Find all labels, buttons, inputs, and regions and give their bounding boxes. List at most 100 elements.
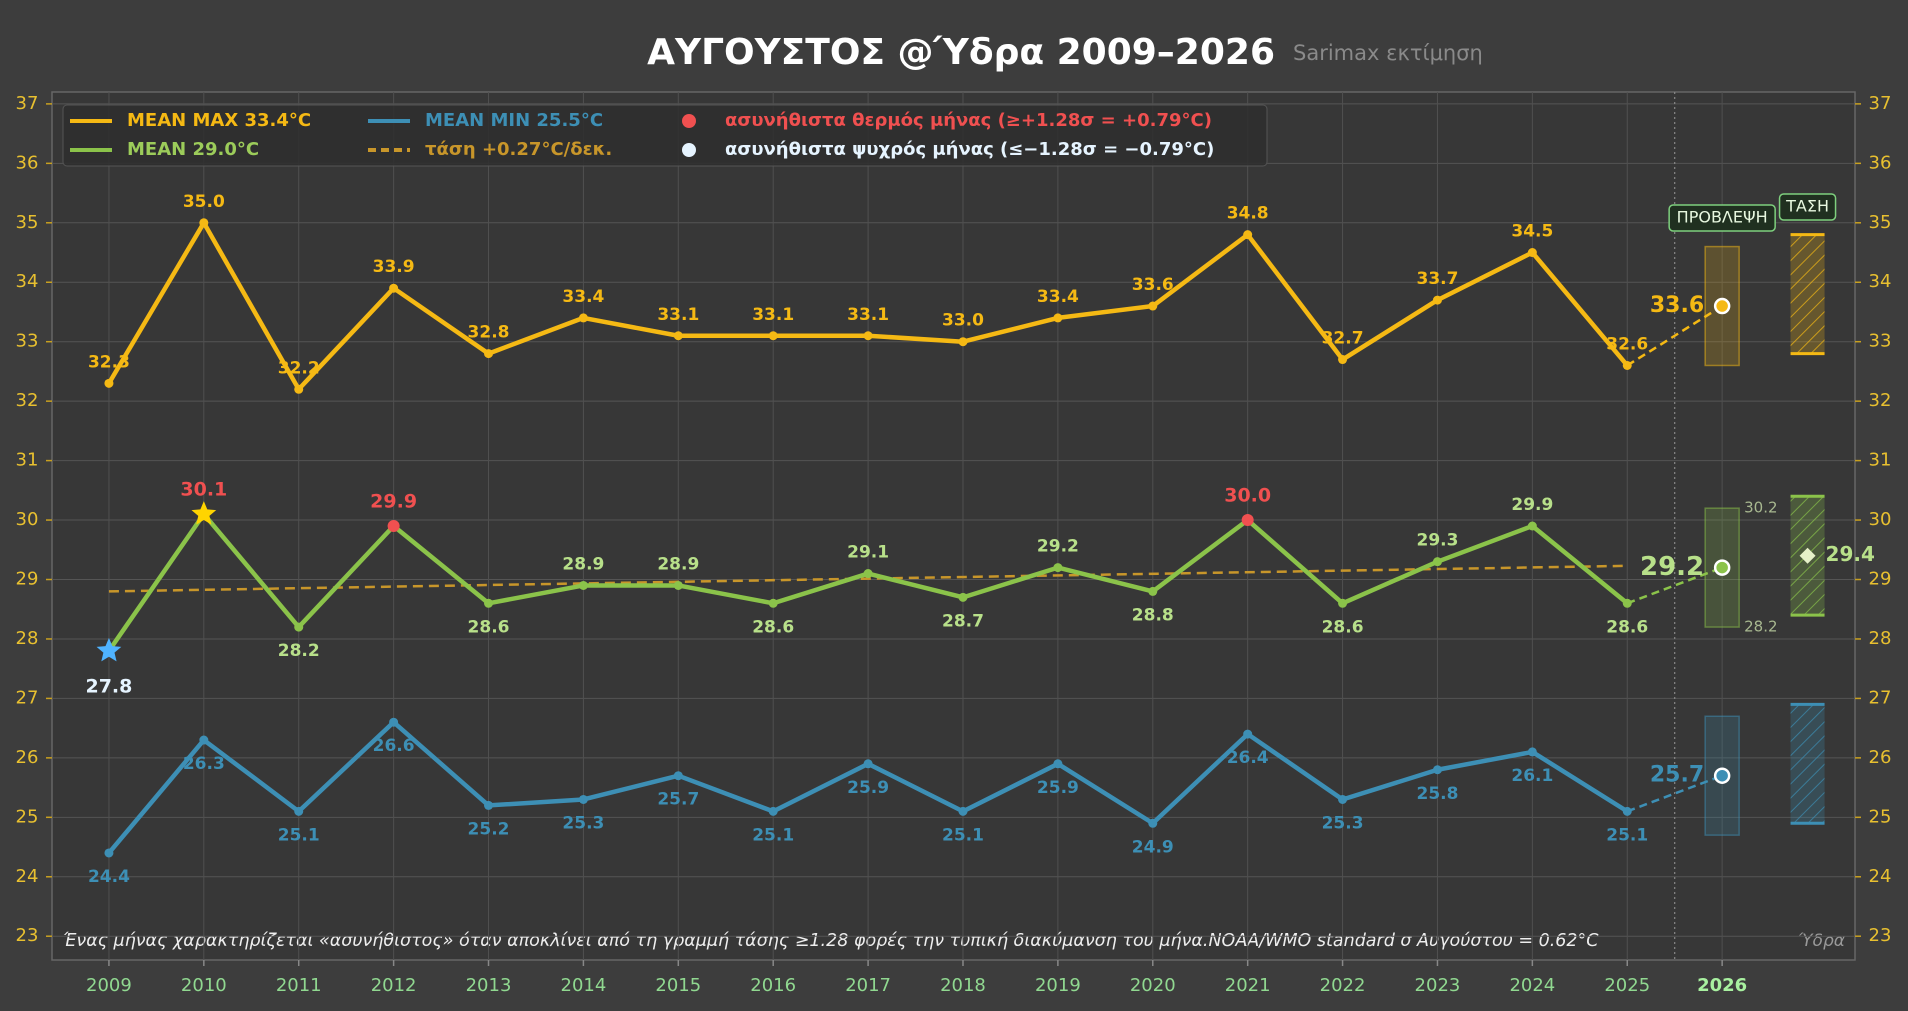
legend-swatch xyxy=(682,143,696,157)
legend-label: MEAN MIN 25.5°C xyxy=(425,110,603,131)
value-label: 28.9 xyxy=(657,554,699,574)
data-point xyxy=(1338,794,1348,804)
range-label: 30.2 xyxy=(1744,499,1777,517)
trend-marker xyxy=(1799,547,1816,564)
x-tick-label: 2013 xyxy=(466,975,512,996)
y-tick-label: 35 xyxy=(16,212,39,233)
trend-interval xyxy=(1790,234,1825,354)
y-tick-label: 24 xyxy=(16,866,39,887)
data-point xyxy=(1053,759,1063,769)
data-point xyxy=(768,598,778,608)
data-point xyxy=(673,771,683,781)
y2-tick-label: 36 xyxy=(1869,152,1892,173)
forecast-point xyxy=(1713,767,1731,784)
data-point xyxy=(768,331,778,341)
value-label: 29.9 xyxy=(1511,495,1553,515)
y-tick-label: 27 xyxy=(16,687,39,708)
data-point xyxy=(768,806,778,816)
data-point xyxy=(484,349,494,359)
value-label: 33.0 xyxy=(942,311,984,331)
value-label: 29.3 xyxy=(1416,531,1458,551)
x-tick-label: 2026 xyxy=(1697,975,1747,996)
data-point xyxy=(484,800,494,810)
value-label: 25.3 xyxy=(1322,813,1364,833)
data-point xyxy=(958,337,968,347)
data-point xyxy=(863,331,873,341)
data-point xyxy=(1148,586,1158,596)
value-label: 34.8 xyxy=(1227,204,1269,224)
trend-tag: ΤΑΣΗ xyxy=(1785,197,1829,216)
value-label: 25.1 xyxy=(1606,825,1648,845)
data-point xyxy=(484,598,494,608)
data-point xyxy=(863,569,873,579)
anomaly-label: 30.0 xyxy=(1224,485,1271,507)
y-tick-label: 28 xyxy=(16,628,39,649)
x-tick-label: 2024 xyxy=(1509,975,1555,996)
data-point xyxy=(673,331,683,341)
y-tick-label: 36 xyxy=(16,152,39,173)
forecast-connector xyxy=(1626,304,1723,367)
y2-tick-label: 28 xyxy=(1869,628,1892,649)
trend-value-label: 29.4 xyxy=(1826,542,1875,566)
data-point xyxy=(1622,598,1632,608)
data-point xyxy=(1527,747,1537,757)
legend-box xyxy=(62,104,1268,167)
data-point xyxy=(294,384,304,394)
data-point xyxy=(1432,295,1442,305)
x-tick-label: 2019 xyxy=(1035,975,1081,996)
y-tick-label: 30 xyxy=(16,509,39,530)
value-label: 28.6 xyxy=(1322,617,1364,637)
data-point xyxy=(199,218,209,228)
data-point xyxy=(104,848,114,858)
anomaly-star xyxy=(191,501,217,525)
y-tick-label: 25 xyxy=(16,806,39,827)
value-label: 25.1 xyxy=(942,825,984,845)
range-label: 28.2 xyxy=(1744,618,1777,636)
trend-tag-box xyxy=(1778,193,1837,221)
x-tick-label: 2011 xyxy=(276,975,322,996)
value-label: 33.6 xyxy=(1132,275,1174,295)
value-label: 28.6 xyxy=(468,617,510,637)
value-label: 24.9 xyxy=(1132,837,1174,857)
data-point xyxy=(1432,765,1442,775)
x-tick-label: 2015 xyxy=(655,975,701,996)
value-label: 29.2 xyxy=(1037,537,1079,557)
forecast-point xyxy=(1713,297,1731,315)
anomaly-dot xyxy=(1241,514,1254,527)
x-tick-label: 2017 xyxy=(845,975,891,996)
data-point xyxy=(1053,313,1063,323)
chart-title: ΑΥΓΟΥΣΤΟΣ @Ύδρα 2009–2026 xyxy=(647,32,1275,73)
y-tick-label: 29 xyxy=(16,569,39,590)
data-point xyxy=(863,759,873,769)
data-point xyxy=(578,580,588,590)
value-label: 35.0 xyxy=(183,192,225,212)
value-label: 28.6 xyxy=(1606,617,1648,637)
y2-tick-label: 31 xyxy=(1869,450,1892,471)
y2-tick-label: 26 xyxy=(1869,747,1892,768)
value-label: 33.1 xyxy=(847,305,889,325)
data-point xyxy=(1338,355,1348,365)
data-point xyxy=(1622,360,1632,370)
annotation: Ένας μήνας χαρακτηρίζεται «ασυνήθιστος» … xyxy=(63,931,1599,951)
y2-tick-label: 30 xyxy=(1869,509,1892,530)
value-label: 33.7 xyxy=(1416,269,1458,289)
y2-tick-label: 33 xyxy=(1869,331,1892,352)
chart-subtitle: Sarimax εκτίμηση xyxy=(1293,41,1483,65)
trend-line xyxy=(108,564,1628,593)
value-label: 32.8 xyxy=(468,323,510,343)
forecast-connector xyxy=(1626,566,1723,605)
value-label: 33.9 xyxy=(373,257,415,277)
x-tick-label: 2014 xyxy=(561,975,607,996)
y2-tick-label: 25 xyxy=(1869,806,1892,827)
data-point xyxy=(1148,301,1158,311)
y-tick-label: 34 xyxy=(16,271,39,292)
data-point xyxy=(1527,248,1537,258)
x-tick-label: 2018 xyxy=(940,975,986,996)
x-tick-label: 2012 xyxy=(371,975,417,996)
anomaly-label: 29.9 xyxy=(370,491,417,513)
data-point xyxy=(1053,563,1063,573)
data-point xyxy=(958,592,968,602)
value-label: 28.8 xyxy=(1132,605,1174,625)
value-label: 28.7 xyxy=(942,611,984,631)
